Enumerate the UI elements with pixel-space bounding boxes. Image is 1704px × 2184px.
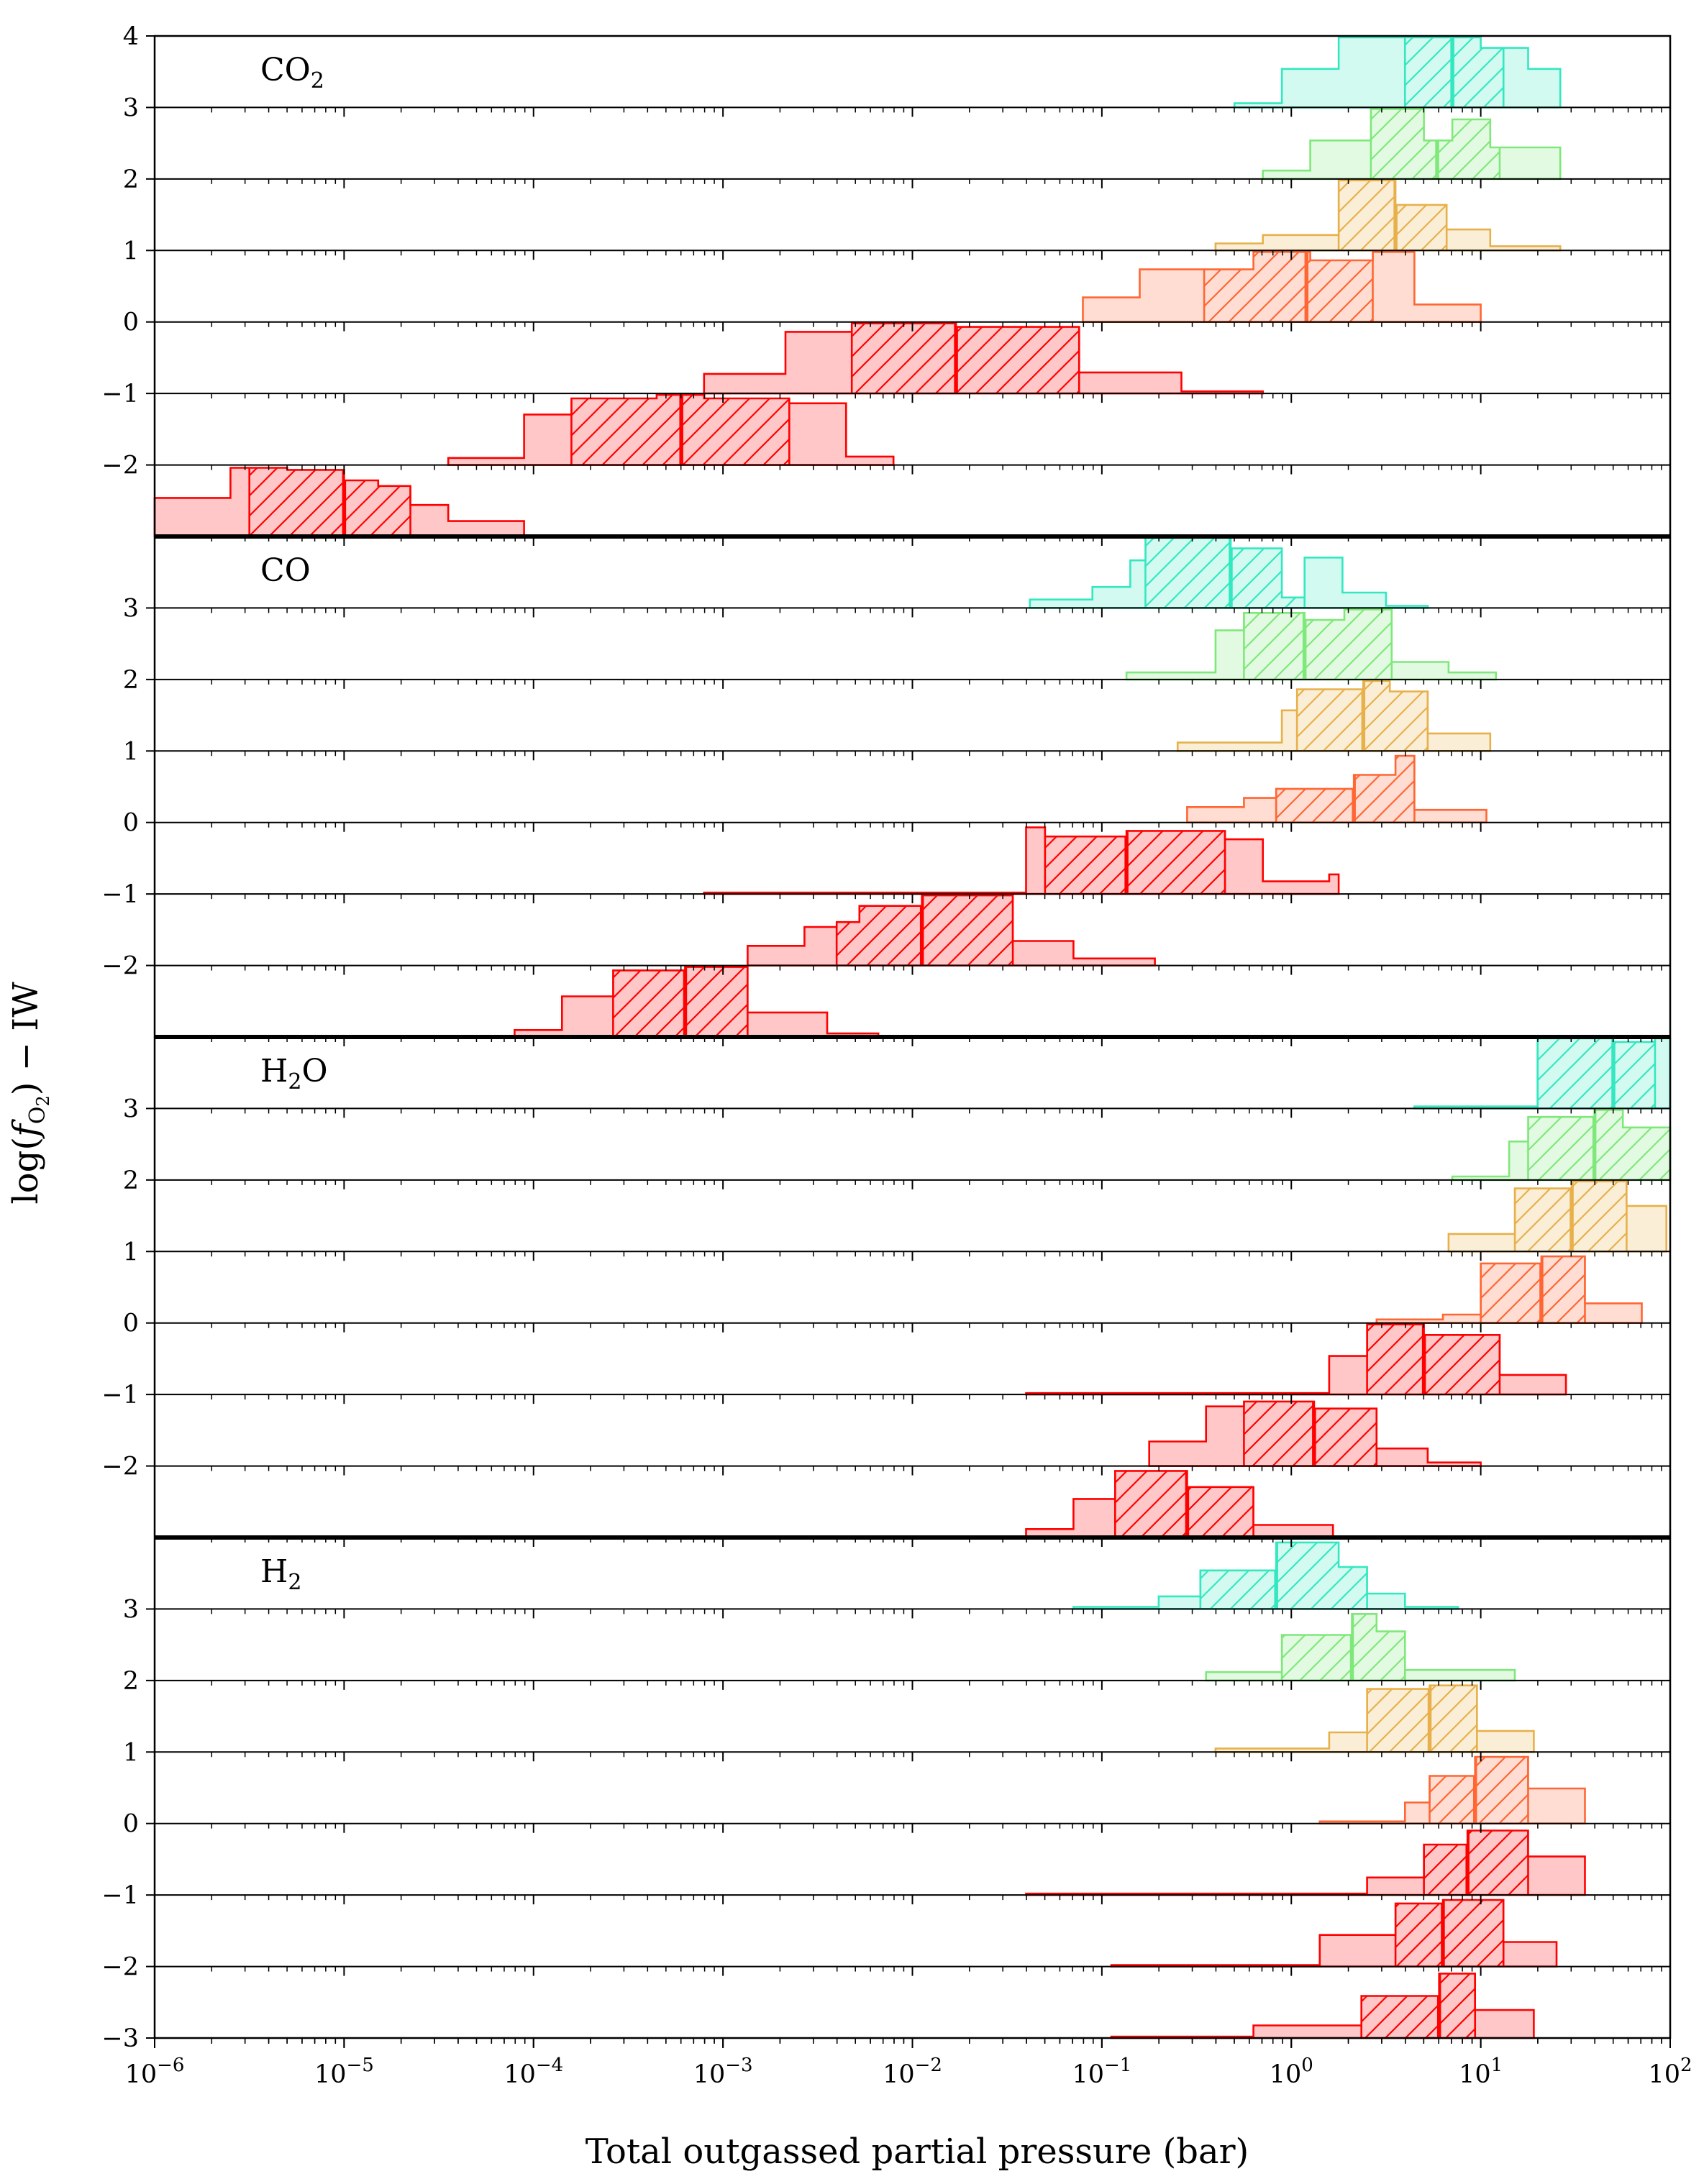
y-axis-label: log(fO2) − IW bbox=[6, 982, 53, 1205]
hatched-interval bbox=[1423, 1830, 1528, 1896]
hatched-interval bbox=[1480, 1256, 1585, 1323]
y-tick-label: 2 bbox=[123, 1166, 139, 1195]
histogram-co2-fo2-1 bbox=[155, 179, 1670, 252]
hatched-interval bbox=[1361, 1973, 1475, 2038]
x-tick-label: 10−4 bbox=[504, 2055, 563, 2089]
histogram-co2-fo2--1 bbox=[155, 322, 1670, 395]
x-tick-label: 10−5 bbox=[314, 2055, 374, 2089]
hatched-interval bbox=[1528, 1110, 1670, 1180]
x-tick-label: 10−2 bbox=[883, 2055, 942, 2089]
x-tick-label: 10−3 bbox=[693, 2055, 753, 2089]
hatched-interval bbox=[1367, 1685, 1477, 1753]
hatched-interval bbox=[613, 967, 748, 1037]
histogram-co2-fo2-0 bbox=[155, 251, 1670, 323]
hatched-interval bbox=[1145, 538, 1305, 608]
histogram-bars bbox=[703, 826, 1340, 895]
y-tick-label: 0 bbox=[123, 1810, 139, 1839]
histogram-h2o-fo2--1 bbox=[155, 1323, 1670, 1396]
histogram-h2o-fo2-0 bbox=[155, 1255, 1670, 1324]
y-tick-label: −2 bbox=[101, 952, 139, 981]
histogram-h2-fo2-2 bbox=[155, 1613, 1670, 1682]
y-tick-label: 2 bbox=[123, 666, 139, 695]
y-tick-label: 2 bbox=[123, 1667, 139, 1696]
histogram-co-fo2-2 bbox=[155, 608, 1670, 681]
hatched-interval bbox=[837, 895, 1013, 966]
histogram-bars bbox=[1233, 36, 1562, 109]
panel-label-h2: H2 bbox=[260, 1553, 301, 1595]
y-tick-label: 0 bbox=[123, 809, 139, 838]
histogram-h2o-fo2--2 bbox=[155, 1400, 1670, 1467]
histogram-h2o-fo2-3 bbox=[155, 1037, 1672, 1110]
y-tick-label: 4 bbox=[123, 22, 139, 51]
hatched-interval bbox=[1282, 1614, 1405, 1681]
hatched-interval bbox=[1395, 1900, 1504, 1967]
histogram-co-fo2-1 bbox=[155, 680, 1670, 752]
y-tick-label: 0 bbox=[123, 309, 139, 337]
hatched-interval bbox=[1367, 1324, 1500, 1395]
hatched-interval bbox=[1115, 1471, 1254, 1538]
histogram-co2-fo2--2 bbox=[155, 393, 1670, 466]
y-tick-label: 3 bbox=[123, 594, 139, 623]
hatched-interval bbox=[1537, 1038, 1655, 1109]
y-tick-label: −1 bbox=[101, 1381, 139, 1409]
panel-label-co: CO bbox=[260, 552, 311, 589]
panel-label-h2o: H2O bbox=[260, 1053, 328, 1095]
histogram-co2-fo2--3 bbox=[153, 467, 1670, 538]
histogram-h2o-fo2-2 bbox=[155, 1109, 1672, 1182]
x-tick-label: 101 bbox=[1459, 2055, 1503, 2089]
x-tick-label: 100 bbox=[1270, 2055, 1313, 2089]
hatched-interval bbox=[1244, 609, 1392, 680]
histogram-h2-fo2--2 bbox=[155, 1899, 1670, 1968]
y-tick-label: 0 bbox=[123, 1310, 139, 1338]
y-tick-label: −1 bbox=[101, 880, 139, 909]
y-tick-label: −2 bbox=[101, 452, 139, 480]
hatched-interval bbox=[1339, 180, 1447, 251]
histogram-co-fo2-0 bbox=[155, 754, 1670, 823]
hatched-interval bbox=[852, 323, 1080, 394]
y-tick-label: −1 bbox=[101, 380, 139, 408]
x-tick-label: 10−1 bbox=[1072, 2055, 1131, 2089]
histogram-co-fo2--3 bbox=[155, 966, 1670, 1038]
histogram-co-fo2-3 bbox=[155, 536, 1670, 609]
histogram-co-fo2--1 bbox=[155, 826, 1670, 895]
hatched-interval bbox=[1429, 1757, 1528, 1824]
x-tick-label: 10−6 bbox=[125, 2055, 185, 2089]
axes: 43210−1−2CO23210−1−2CO3210−1−2H2O3210−1−… bbox=[101, 22, 1692, 2089]
hatched-interval bbox=[1044, 827, 1226, 895]
histogram-co-fo2--2 bbox=[155, 894, 1670, 967]
y-tick-label: −3 bbox=[101, 2024, 139, 2053]
x-tick-label: 102 bbox=[1648, 2055, 1692, 2089]
histogram-h2-fo2-0 bbox=[155, 1755, 1670, 1824]
y-tick-label: −2 bbox=[101, 1953, 139, 1982]
histogram-h2-fo2-3 bbox=[155, 1541, 1670, 1610]
histogram-h2-fo2--1 bbox=[155, 1829, 1670, 1896]
y-tick-label: 3 bbox=[123, 1095, 139, 1123]
histogram-co2-fo2-3 bbox=[155, 36, 1670, 109]
x-axis-label: Total outgassed partial pressure (bar) bbox=[586, 2132, 1249, 2172]
hatched-interval bbox=[1200, 1542, 1367, 1609]
histogram-h2-fo2-1 bbox=[155, 1684, 1670, 1753]
hatched-interval bbox=[1204, 252, 1373, 322]
y-tick-label: 1 bbox=[123, 1738, 139, 1767]
hatched-interval bbox=[1244, 1401, 1377, 1466]
y-tick-label: 2 bbox=[123, 165, 139, 194]
histogram-co2-fo2-2 bbox=[155, 108, 1670, 181]
histogram-h2o-fo2-1 bbox=[155, 1180, 1670, 1253]
y-tick-label: 1 bbox=[123, 237, 139, 265]
y-tick-label: 1 bbox=[123, 737, 139, 766]
histogram-h2o-fo2--3 bbox=[155, 1470, 1670, 1539]
y-tick-label: −2 bbox=[101, 1453, 139, 1481]
y-tick-label: 1 bbox=[123, 1238, 139, 1266]
hatched-interval bbox=[1276, 756, 1415, 823]
y-tick-label: −1 bbox=[101, 1881, 139, 1910]
y-tick-label: 3 bbox=[123, 1595, 139, 1624]
panel-label-co2: CO2 bbox=[260, 52, 324, 93]
hatched-interval bbox=[249, 467, 411, 536]
y-tick-label: 3 bbox=[123, 93, 139, 122]
histogram-h2-fo2--3 bbox=[155, 1973, 1670, 2039]
